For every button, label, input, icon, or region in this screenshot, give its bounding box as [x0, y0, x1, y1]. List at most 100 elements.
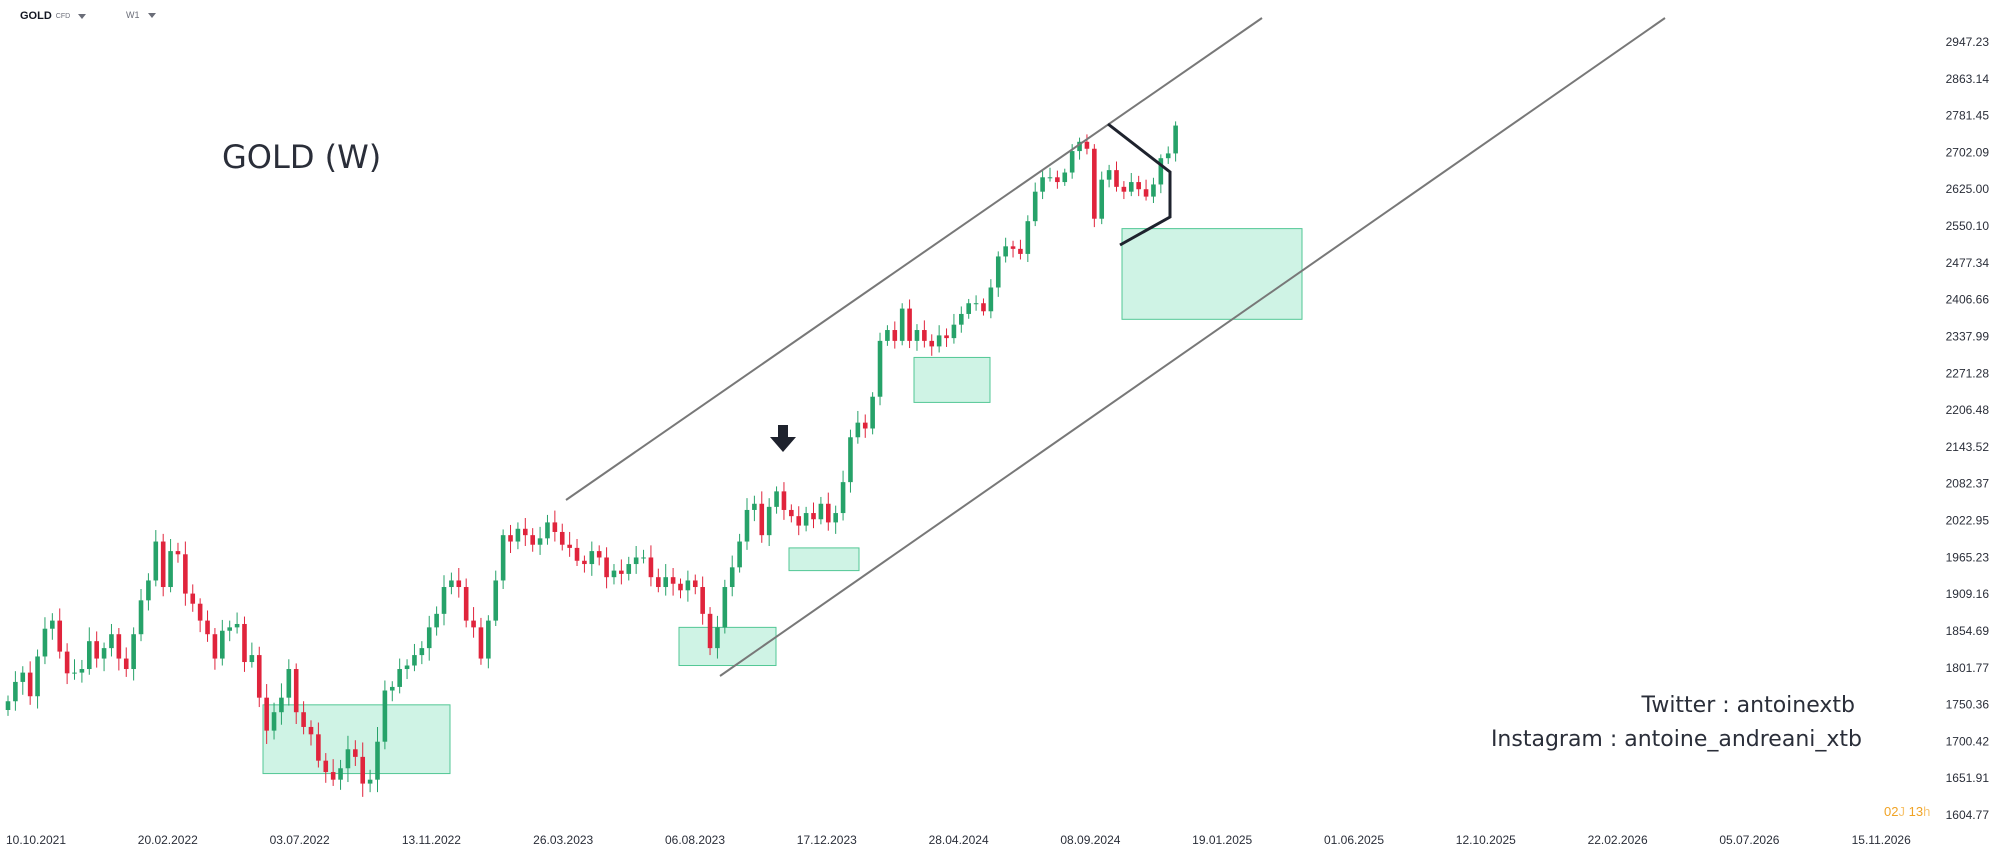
candle — [493, 570, 499, 627]
candle — [227, 620, 232, 642]
candle-body — [1062, 172, 1068, 183]
candle-body — [86, 641, 92, 670]
candle-body — [286, 669, 292, 698]
candle-body — [1128, 182, 1134, 192]
candle-body — [160, 541, 166, 588]
candle — [951, 313, 957, 344]
candle — [604, 547, 609, 589]
chart-title: GOLD (W) — [222, 138, 381, 176]
candle — [811, 502, 816, 529]
date-tick-label: 08.09.2024 — [1060, 833, 1120, 847]
countdown-hours: 13 — [1908, 804, 1924, 819]
candle-body — [692, 580, 698, 588]
candle-body — [360, 756, 366, 784]
candle — [168, 538, 173, 593]
candle — [20, 666, 26, 695]
candle-body — [397, 669, 402, 687]
candle — [50, 613, 55, 640]
candle — [131, 627, 136, 681]
candle-body — [781, 491, 787, 510]
candle-body — [64, 651, 70, 674]
candle-body — [641, 557, 646, 559]
candle — [1165, 146, 1171, 164]
candle — [1114, 161, 1119, 192]
candle — [42, 617, 48, 665]
candle — [582, 555, 587, 573]
candle-body — [389, 686, 395, 691]
candle-body — [234, 623, 240, 628]
candle — [855, 410, 861, 444]
candle — [308, 720, 314, 746]
candle — [796, 506, 802, 536]
candle-body — [175, 551, 181, 555]
candle — [656, 568, 661, 593]
price-tick-label: 2702.09 — [1946, 145, 1990, 159]
candle — [759, 491, 765, 543]
candle — [973, 295, 979, 311]
candle — [596, 545, 602, 566]
price-tick-label: 2022.95 — [1946, 514, 1990, 528]
candle-body — [789, 509, 794, 517]
candle-body — [1025, 221, 1031, 254]
candle-body — [404, 665, 410, 670]
candle — [1010, 240, 1016, 258]
date-tick-label: 19.01.2025 — [1192, 833, 1252, 847]
candle — [94, 631, 99, 668]
candle-body — [1040, 177, 1045, 192]
candle-body — [596, 551, 602, 558]
candle — [567, 531, 572, 557]
candle-body — [1136, 182, 1141, 190]
candle-body — [478, 627, 484, 659]
candle-body — [463, 587, 469, 621]
candle — [663, 564, 669, 596]
candle-body — [168, 551, 173, 588]
candle — [160, 533, 166, 597]
candle — [13, 671, 18, 711]
candle-body — [523, 528, 528, 536]
candle — [1040, 171, 1045, 200]
candle-body — [833, 513, 838, 523]
candle-body — [825, 503, 831, 523]
candle-body — [1143, 189, 1149, 197]
candle — [648, 545, 654, 587]
candle — [138, 588, 144, 642]
candle-body — [656, 577, 661, 588]
candle — [190, 584, 196, 612]
symbol-selector[interactable]: GOLD CFD — [20, 10, 87, 22]
timeframe-selector[interactable]: W1 — [126, 10, 156, 20]
candle-body — [1003, 246, 1008, 257]
candle-body — [737, 541, 742, 568]
candle — [899, 303, 905, 346]
candle — [293, 663, 299, 724]
candle-body — [559, 531, 565, 545]
candle — [545, 514, 550, 545]
candle-body — [271, 712, 277, 731]
candle — [79, 659, 85, 683]
candle — [774, 486, 779, 514]
candle-body — [441, 587, 447, 614]
price-tick-label: 2625.00 — [1946, 182, 1990, 196]
candle-body — [1151, 184, 1156, 197]
candle — [375, 726, 380, 793]
candle-body — [449, 580, 454, 588]
candle-body — [101, 648, 107, 659]
candle-body — [1010, 246, 1016, 249]
candle-body — [1092, 148, 1097, 219]
price-tick-label: 2337.99 — [1946, 329, 1990, 343]
candle-body — [885, 330, 890, 341]
candle — [1136, 175, 1141, 197]
candle-body — [35, 656, 40, 697]
candle — [463, 578, 469, 628]
candle — [35, 649, 40, 709]
timeframe-label: W1 — [126, 10, 140, 20]
candle — [1032, 182, 1038, 227]
demand-zone — [788, 547, 860, 572]
candle — [981, 298, 986, 316]
date-tick-label: 17.12.2023 — [797, 833, 857, 847]
candle — [766, 498, 772, 546]
candle — [197, 598, 203, 633]
candle — [988, 279, 994, 319]
chevron-down-icon — [78, 13, 87, 19]
date-tick-label: 22.02.2026 — [1588, 833, 1648, 847]
